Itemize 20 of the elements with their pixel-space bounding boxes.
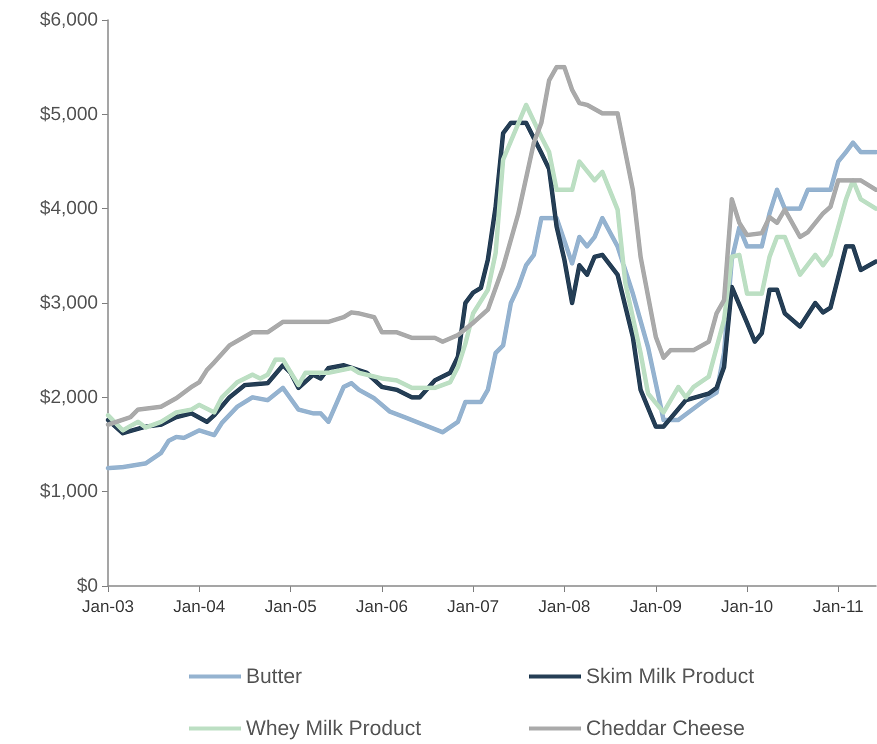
legend-label: Skim Milk Product: [586, 665, 754, 688]
y-tick-label: $3,000: [40, 292, 98, 314]
y-tick-label: $4,000: [40, 198, 98, 220]
legend-label: Cheddar Cheese: [586, 717, 745, 740]
x-tick-label: Jan-05: [264, 597, 317, 616]
legend-label: Whey Milk Product: [246, 717, 422, 740]
x-tick-label: Jan-07: [447, 597, 500, 616]
x-tick-label: Jan-10: [721, 597, 774, 616]
y-tick-label: $0: [76, 576, 98, 596]
y-tick-label: $2,000: [40, 386, 98, 408]
x-tick-label: Jan-06: [356, 597, 408, 616]
x-tick-label: Jan-08: [538, 597, 590, 616]
x-tick-label: Jan-04: [173, 597, 226, 616]
x-tick-label: Jan-11: [812, 597, 864, 616]
y-tick-label: $6,000: [40, 10, 98, 30]
y-tick-label: $5,000: [40, 104, 98, 125]
y-tick-label: $1,000: [40, 481, 98, 502]
x-tick-label: Jan-09: [630, 597, 682, 616]
legend-label: Butter: [246, 665, 302, 688]
x-tick-label: Jan-03: [82, 597, 134, 616]
